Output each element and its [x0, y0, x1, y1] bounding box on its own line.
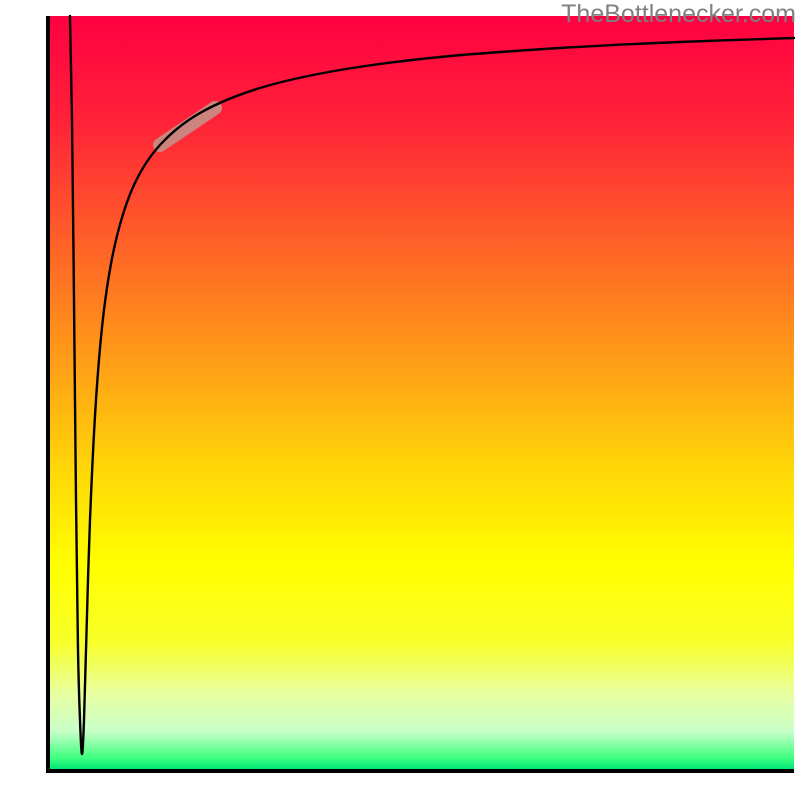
curve-layer	[0, 0, 800, 800]
bottleneck-curve	[70, 16, 794, 754]
highlight-segment	[160, 108, 215, 145]
attribution-text: TheBottlenecker.com	[561, 0, 796, 29]
chart-container: TheBottlenecker.com	[0, 0, 800, 800]
